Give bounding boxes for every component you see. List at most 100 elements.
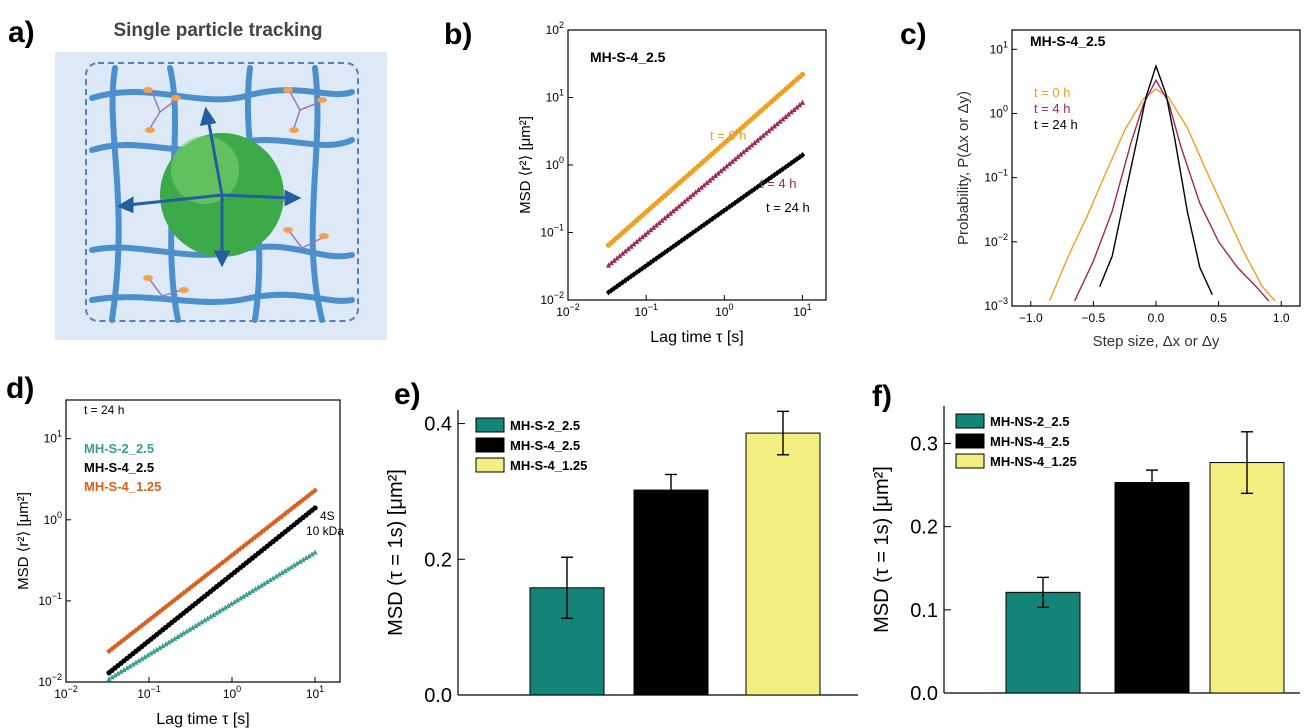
x-tick-label-base: 10 bbox=[715, 305, 729, 319]
x-tick-label-exp: 1 bbox=[807, 302, 812, 312]
x-tick-label-base: 10 bbox=[223, 687, 237, 701]
data-point bbox=[216, 608, 223, 614]
data-point bbox=[754, 183, 761, 191]
data-point bbox=[797, 154, 803, 161]
data-point bbox=[255, 584, 261, 590]
y-axis-label: Probability, P(Δx or Δy) bbox=[955, 91, 972, 245]
data-point bbox=[648, 227, 654, 233]
panel-a: a) Single particle tracking bbox=[8, 16, 387, 340]
legend-swatch bbox=[475, 417, 505, 433]
data-point bbox=[106, 676, 112, 682]
data-point bbox=[216, 561, 223, 569]
y-tick-label-base: 10 bbox=[984, 171, 998, 185]
legend-swatch bbox=[475, 437, 505, 453]
data-point bbox=[690, 191, 696, 197]
data-point bbox=[679, 201, 685, 207]
x-tick-label: −0.5 bbox=[1082, 311, 1106, 325]
legend-t4: t = 4 h bbox=[1034, 101, 1071, 116]
x-tick-label: 0.5 bbox=[1210, 311, 1227, 325]
data-point bbox=[780, 116, 786, 122]
data-point bbox=[157, 644, 163, 651]
data-point bbox=[625, 245, 631, 252]
panel-a-title: Single particle tracking bbox=[113, 20, 322, 41]
y-tick-label-base: 10 bbox=[984, 235, 998, 249]
panel-e: e) 0.0 0.2 0.4 MSD (τ = 1s) [μm²] MH-S-2_2.5… bbox=[385, 378, 858, 707]
data-point bbox=[712, 172, 718, 178]
data-point bbox=[799, 99, 806, 105]
x-tick-label: 101 bbox=[306, 684, 324, 701]
data-point bbox=[707, 217, 713, 224]
data-point bbox=[181, 630, 187, 636]
y-axis-label: MSD ⟨r²⟩ [μm²] bbox=[517, 116, 534, 214]
data-point bbox=[707, 177, 713, 183]
data-point bbox=[184, 628, 190, 634]
x-tick-label: 1.0 bbox=[1273, 311, 1290, 325]
data-point bbox=[746, 144, 752, 150]
data-point bbox=[243, 591, 249, 597]
y-tick-label-exp: −2 bbox=[998, 232, 1008, 242]
x-tick-label: 10−1 bbox=[137, 684, 161, 701]
data-point bbox=[664, 247, 671, 254]
data-point bbox=[249, 536, 255, 543]
data-point bbox=[650, 224, 657, 230]
data-point bbox=[690, 229, 696, 236]
data-point bbox=[282, 567, 288, 574]
x-tick-label-base: 10 bbox=[306, 687, 320, 701]
data-point bbox=[780, 165, 786, 173]
data-point bbox=[139, 655, 145, 662]
data-point bbox=[701, 221, 707, 228]
legend-mh-s-2: MH-S-2_2.5 bbox=[84, 441, 154, 456]
data-point bbox=[768, 125, 775, 131]
data-point bbox=[303, 494, 309, 501]
data-point bbox=[237, 595, 243, 601]
bar bbox=[1005, 591, 1081, 694]
data-point bbox=[261, 526, 267, 534]
data-point bbox=[673, 205, 679, 211]
data-point bbox=[729, 158, 735, 164]
series-label-t4: t = 4 h bbox=[760, 176, 797, 191]
data-point bbox=[219, 559, 226, 566]
x-tick-label: 0.0 bbox=[1148, 311, 1165, 325]
data-point bbox=[662, 215, 668, 221]
data-point bbox=[219, 606, 226, 612]
data-point bbox=[605, 262, 612, 268]
data-point bbox=[701, 182, 707, 188]
y-tick-label: 101 bbox=[44, 429, 62, 446]
data-point bbox=[681, 198, 688, 204]
data-point bbox=[285, 565, 291, 572]
annotation: t = 24 h bbox=[84, 403, 124, 417]
data-point bbox=[721, 165, 727, 171]
data-point bbox=[774, 169, 780, 177]
data-point bbox=[676, 203, 682, 209]
x-axis-label: Lag time τ [s] bbox=[650, 329, 743, 346]
data-point bbox=[785, 161, 792, 169]
data-point bbox=[760, 179, 766, 187]
y-tick-label-base: 10 bbox=[546, 23, 560, 37]
data-point bbox=[267, 522, 273, 529]
data-point bbox=[187, 626, 193, 632]
data-point bbox=[797, 102, 803, 108]
data-point bbox=[133, 659, 139, 665]
data-point bbox=[115, 641, 121, 648]
data-point bbox=[163, 641, 169, 647]
y-axis-label: MSD ⟨r²⟩ [μm²] bbox=[15, 492, 32, 590]
data-point bbox=[312, 549, 318, 555]
data-point bbox=[614, 255, 620, 261]
bar bbox=[745, 432, 821, 696]
data-point bbox=[115, 670, 121, 676]
data-point bbox=[246, 589, 252, 596]
data-point bbox=[145, 652, 151, 658]
data-point bbox=[249, 587, 255, 594]
legend-mh-s-4-125: MH-S-4_1.25 bbox=[84, 479, 161, 494]
data-point bbox=[291, 562, 297, 568]
y-tick-label-exp: −2 bbox=[52, 672, 62, 682]
data-point bbox=[210, 566, 217, 573]
data-point bbox=[648, 259, 654, 266]
data-point bbox=[704, 179, 710, 186]
y-tick-label: 0.3 bbox=[910, 433, 938, 455]
x-tick-label: 100 bbox=[715, 302, 733, 319]
data-point bbox=[684, 233, 690, 240]
data-point bbox=[133, 627, 139, 634]
y-tick-label: 10−2 bbox=[540, 290, 564, 307]
data-point bbox=[608, 287, 614, 294]
